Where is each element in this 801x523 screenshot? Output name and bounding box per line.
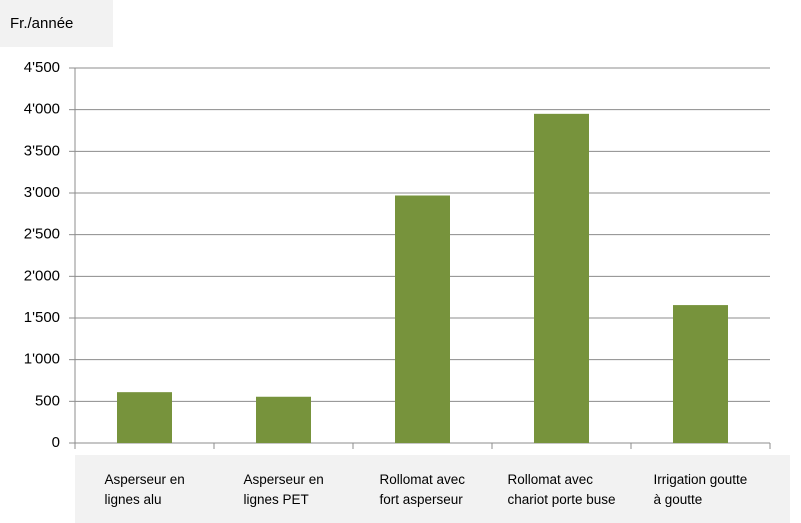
x-tick-label: Rollomat avec chariot porte buse [507, 472, 616, 507]
x-tick-label: Asperseur en lignes alu [104, 472, 185, 507]
y-tick-label: 2'000 [24, 267, 60, 284]
y-tick-label: 3'500 [24, 142, 60, 159]
x-tick-label: Irrigation goutte à goutte [653, 472, 748, 507]
x-tick-label: Asperseur en lignes PET [243, 472, 324, 507]
y-tick-label: 1'000 [24, 351, 60, 368]
bar [256, 396, 311, 443]
y-tick-label: 2'500 [24, 226, 60, 243]
y-tick-label: 3'000 [24, 184, 60, 201]
bar [395, 195, 450, 443]
bar [117, 392, 172, 443]
y-tick-label: 1'500 [24, 309, 60, 326]
y-axis-label: Fr./année [0, 0, 113, 47]
bar [534, 113, 589, 443]
y-tick-label: 4'500 [24, 59, 60, 76]
y-tick-label: 0 [52, 434, 60, 451]
bar [673, 305, 728, 443]
y-tick-label: 500 [35, 392, 60, 409]
category-band [75, 455, 790, 523]
y-tick-label: 4'000 [24, 101, 60, 118]
x-tick-label: Rollomat avec fort asperseur [379, 472, 466, 507]
